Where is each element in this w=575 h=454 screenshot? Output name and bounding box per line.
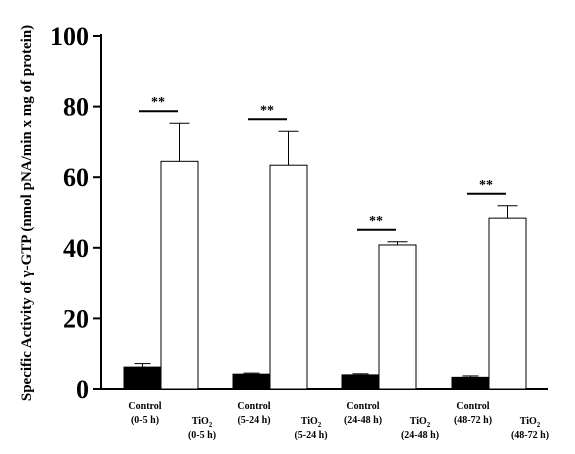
control-category-label: Control [456, 401, 489, 412]
tio2-category-label: TiO2 [301, 416, 322, 429]
significance-label: ** [479, 178, 493, 193]
y-axis-label: Specific Activity of γ-GTP (nmol pNA/min… [19, 25, 35, 401]
x-category-labels: Control(0-5 h) TiO2(0-5 h)Control(5-24 h)… [128, 401, 549, 441]
y-tick-label: 0 [76, 375, 89, 404]
y-tick-label: 80 [63, 93, 89, 122]
control-category-label: Control [237, 401, 270, 412]
subscript: 2 [537, 421, 541, 429]
y-axis-label-group: Specific Activity of γ-GTP (nmol pNA/min… [19, 25, 35, 401]
control-bar [232, 373, 271, 390]
tio2-period-label: (48-72 h) [511, 430, 549, 441]
subscript: 2 [427, 421, 431, 429]
tio2-period-label: (24-48 h) [401, 430, 439, 441]
significance-label: ** [151, 95, 165, 110]
y-tick-label: 20 [63, 304, 89, 333]
y-tick-label: 100 [50, 22, 89, 51]
y-tick-label: 40 [63, 234, 89, 263]
control-period-label: (48-72 h) [454, 415, 492, 426]
tio2-bar [378, 244, 417, 390]
tio2-bar [488, 217, 527, 390]
control-period-label: (5-24 h) [237, 415, 270, 426]
subscript: 2 [318, 421, 322, 429]
tio2-period-label: (5-24 h) [294, 430, 327, 441]
tio2-bar [160, 160, 199, 390]
tio2-category-label: TiO2 [192, 416, 213, 429]
control-category-label: Control [346, 401, 379, 412]
significance-label: ** [260, 103, 274, 118]
significance-markers: ** ** ** ** [139, 95, 506, 231]
y-tick-label: 60 [63, 163, 89, 192]
significance-label: ** [369, 214, 383, 229]
control-bar [123, 366, 162, 390]
tio2-period-label: (0-5 h) [188, 430, 216, 441]
control-period-label: (0-5 h) [131, 415, 159, 426]
control-bar [451, 376, 490, 390]
control-category-label: Control [128, 401, 161, 412]
bars [123, 122, 527, 390]
tio2-category-label: TiO2 [410, 416, 431, 429]
control-period-label: (24-48 h) [344, 415, 382, 426]
tio2-category-label: TiO2 [520, 416, 541, 429]
tio2-bar [269, 164, 308, 390]
control-bar [341, 374, 380, 390]
subscript: 2 [209, 421, 213, 429]
